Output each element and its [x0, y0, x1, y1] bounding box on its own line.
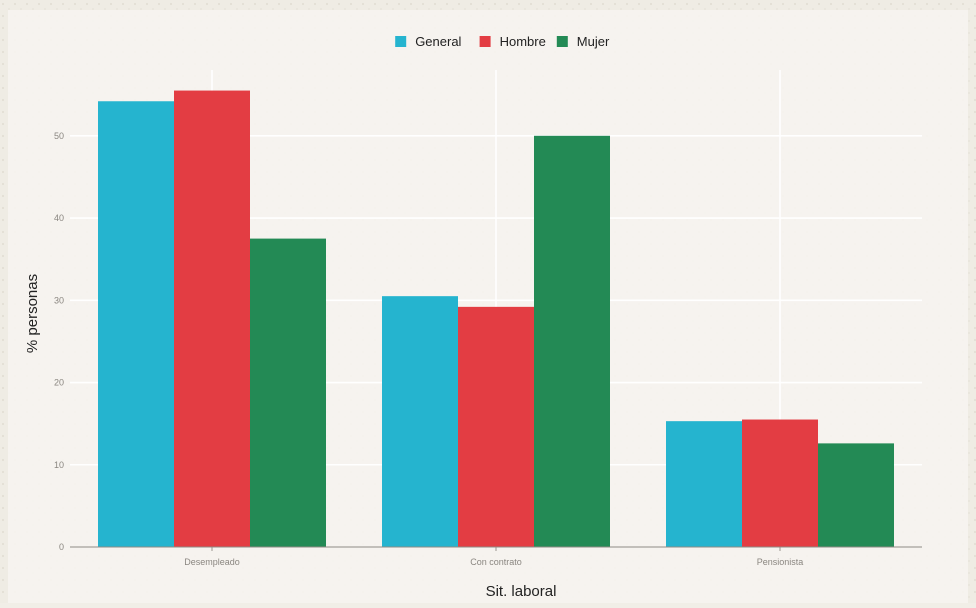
bar-hombre-1	[174, 90, 250, 547]
bar-mujer-3	[818, 443, 894, 547]
legend-item-general: General	[395, 34, 462, 49]
y-tick-label: 20	[54, 378, 64, 388]
y-tick-label: 10	[54, 460, 64, 470]
legend-item-mujer: Mujer	[556, 34, 610, 49]
bar-mujer-1	[250, 238, 326, 547]
legend-label: Hombre	[500, 34, 546, 49]
bar-mujer-2	[534, 135, 610, 548]
bar-hombre-3	[742, 419, 818, 547]
legend-label: General	[415, 34, 461, 49]
y-tick-label: 0	[59, 542, 64, 552]
x-tick-label: Con contrato	[470, 557, 522, 567]
legend-swatch	[556, 36, 568, 47]
legend-label: Mujer	[577, 34, 610, 49]
y-tick-label: 30	[54, 295, 64, 305]
x-tick-label: Desempleado	[184, 557, 240, 567]
axes: 0 10 20 30 40 50 Desempleado Con contrato Pensio…	[24, 131, 922, 600]
y-tick-label: 40	[54, 213, 64, 223]
legend: General Hombre Mujer	[395, 34, 610, 49]
bars	[98, 90, 894, 548]
legend-item-hombre: Hombre	[479, 34, 546, 49]
x-tick-label: Pensionista	[757, 557, 804, 567]
y-tick-label: 50	[54, 131, 64, 141]
bar-general-3	[666, 421, 742, 547]
legend-swatch	[395, 36, 407, 47]
bar-hombre-2	[458, 306, 534, 547]
bar-general-1	[98, 101, 174, 548]
y-axis-title: % personas	[24, 274, 41, 353]
x-axis-title: Sit. laboral	[486, 583, 557, 600]
bar-general-2	[382, 296, 458, 547]
legend-swatch	[479, 36, 491, 47]
